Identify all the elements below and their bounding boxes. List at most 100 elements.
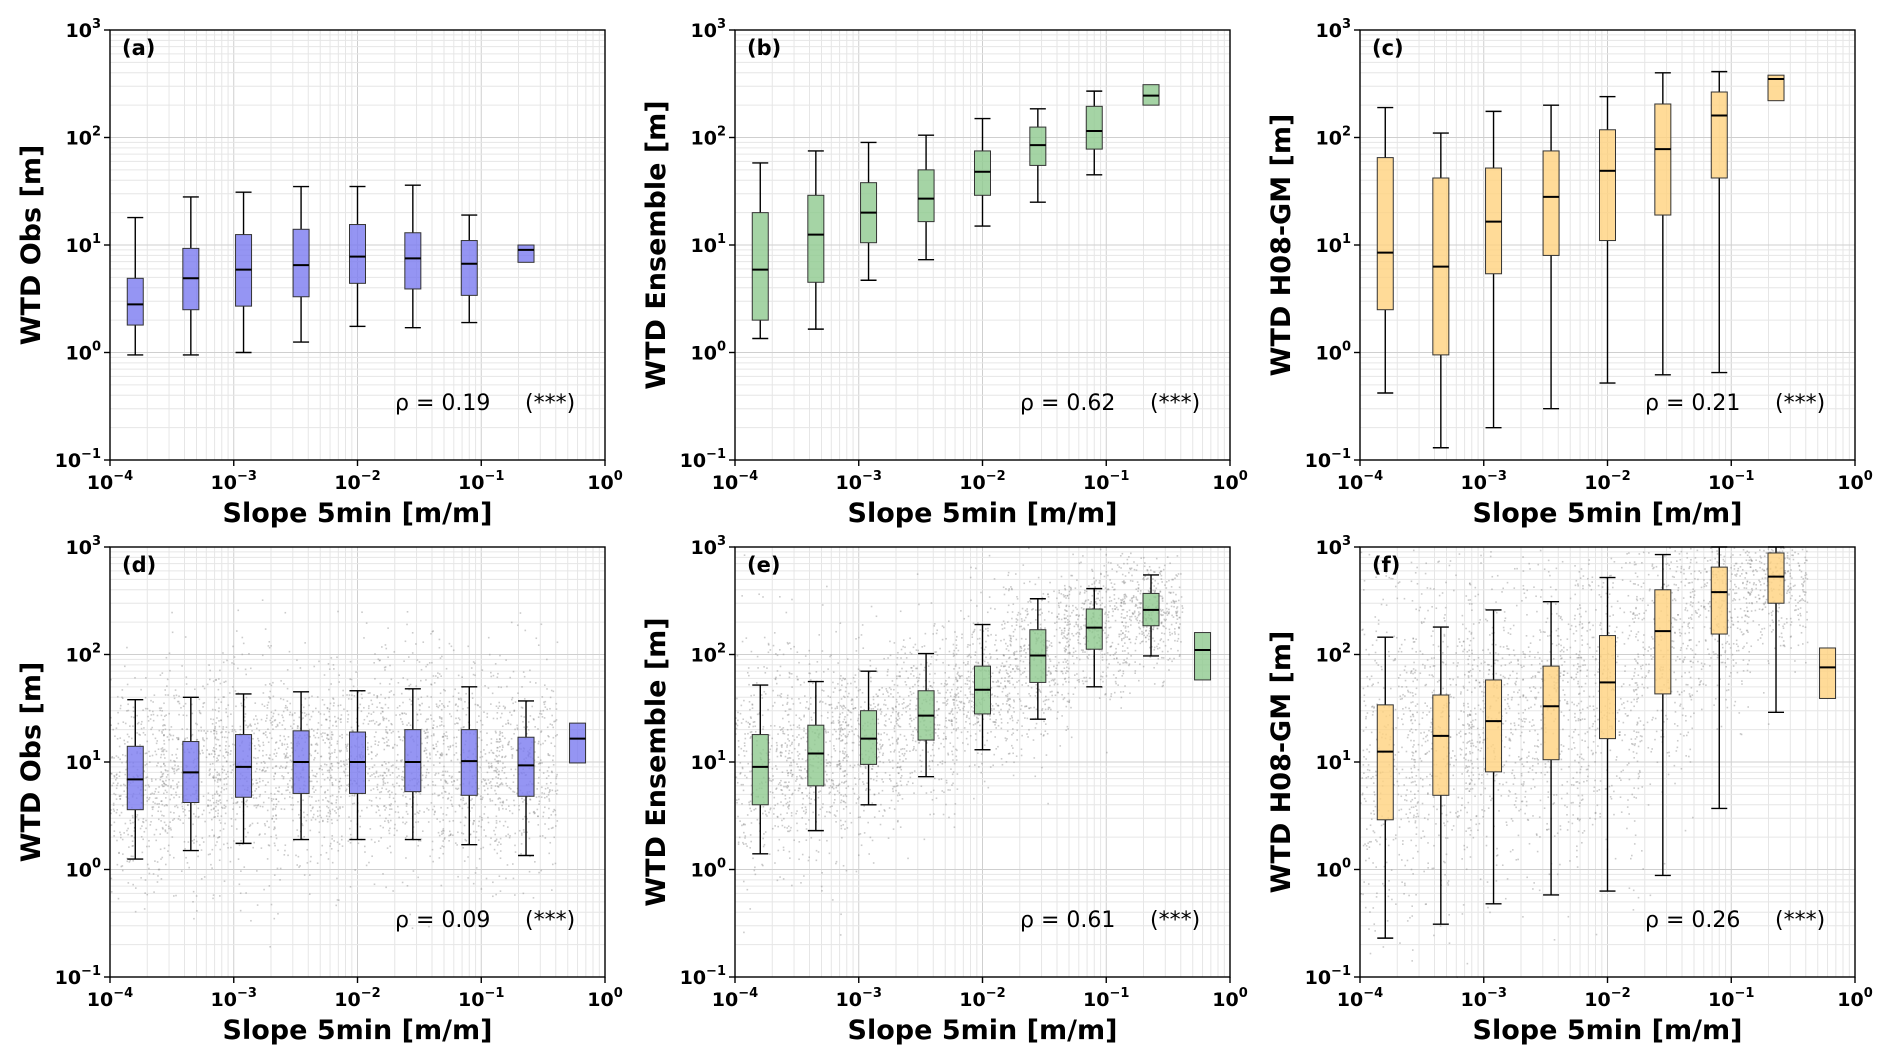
scatter-point [166,685,168,687]
scatter-point [212,776,214,779]
scatter-point [817,851,820,853]
scatter-point [846,742,848,744]
scatter-point [454,704,457,706]
scatter-point [209,853,211,855]
scatter-point [219,778,222,780]
scatter-point [835,730,837,733]
scatter-point [825,764,828,767]
scatter-point [478,736,480,739]
scatter-point [544,823,546,825]
scatter-point [489,843,492,846]
scatter-point [750,840,752,843]
scatter-point [437,676,439,679]
scatter-point [912,675,915,677]
scatter-point [472,882,475,885]
scatter-point [843,774,846,777]
scatter-point [371,855,373,858]
scatter-point [498,773,500,776]
scatter-point [186,862,189,864]
scatter-point [779,754,782,757]
scatter-point [310,754,313,757]
scatter-point [162,724,164,727]
scatter-point [380,693,382,696]
scatter-point [847,733,849,736]
scatter-point [139,827,142,830]
scatter-point [955,678,957,680]
scatter-point [489,798,491,800]
scatter-point [284,797,286,800]
scatter-point [164,764,166,767]
scatter-point [445,753,448,756]
scatter-point [507,833,510,836]
scatter-point [276,867,279,870]
scatter-point [163,782,166,785]
scatter-point [791,751,793,754]
box-iqr [1542,150,1560,256]
scatter-point [893,642,896,644]
scatter-point [887,657,889,659]
scatter-point [554,862,557,865]
scatter-point [126,710,128,712]
scatter-point [773,725,776,727]
scatter-point [455,722,458,724]
scatter-point [796,736,798,738]
scatter-point [863,832,866,834]
scatter-point [499,732,502,735]
scatter-point [847,785,850,788]
scatter-point [219,802,222,804]
scatter-point [945,803,947,806]
scatter-point [845,795,848,798]
scatter-point [195,722,197,725]
scatter-point [368,705,370,707]
scatter-point [502,800,505,803]
scatter-point [143,770,146,773]
scatter-point [373,773,375,775]
scatter-point [341,835,343,838]
scatter-point [381,774,384,777]
scatter-point [548,735,550,738]
scatter-point [910,667,913,669]
scatter-point [946,698,949,701]
scatter-point [798,769,801,771]
x-axis-label: Slope 5min [m/m] [848,498,1118,529]
scatter-point [382,826,384,829]
scatter-point [457,697,460,700]
scatter-point [824,815,826,818]
scatter-point [781,824,784,827]
scatter-point [229,860,232,863]
scatter-point [346,750,348,752]
scatter-point [499,783,502,785]
scatter-point [444,735,447,737]
scatter-point [517,692,519,695]
y-tick-label: 103 [66,17,102,42]
scatter-point [417,876,419,879]
scatter-point [327,818,329,821]
scatter-point [261,654,264,657]
scatter-point [357,706,360,709]
scatter-point [313,757,316,759]
scatter-point [443,725,445,727]
scatter-point [936,654,939,656]
scatter-point [828,778,831,781]
scatter-point [933,742,935,744]
scatter-point [113,774,116,777]
scatter-point [245,835,247,838]
scatter-point [367,692,370,695]
scatter-point [390,808,393,810]
scatter-point [762,725,765,728]
scatter-point [210,804,212,807]
scatter-point [245,696,248,699]
scatter-point [184,739,186,741]
scatter-point [761,863,763,866]
scatter-point [275,805,277,808]
scatter-point [889,761,891,763]
scatter-point [872,702,875,705]
scatter-point [489,780,492,783]
scatter-point [749,737,752,739]
scatter-point [222,661,225,664]
scatter-point [348,795,351,797]
scatter-point [131,814,134,817]
scatter-point [779,674,781,677]
scatter-point [253,732,255,735]
scatter-point [896,701,898,703]
